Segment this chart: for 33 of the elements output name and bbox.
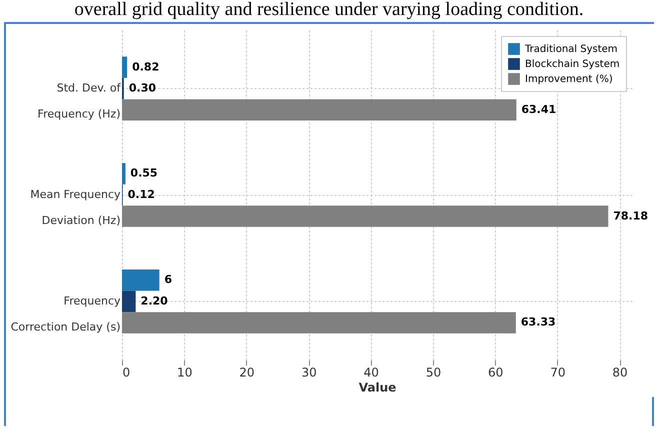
x-tick-label: 40 [364,366,379,380]
x-tick-label: 30 [301,366,317,380]
data-label: 2.20 [140,294,168,308]
x-tick-label: 70 [550,366,566,380]
y-tick-label: Mean Frequency Deviation (Hz) [30,188,121,227]
bar [122,163,126,184]
x-tick-label: 80 [612,366,628,380]
data-label: 0.30 [128,82,156,95]
x-tick-label: 20 [239,366,255,380]
data-label: 63.33 [520,316,556,329]
data-label: 78.18 [613,209,648,222]
data-label: 6 [164,273,172,286]
bar [122,290,136,312]
bar [122,99,516,120]
x-tick-label: 0 [122,366,130,380]
x-tick-label: 60 [488,366,504,380]
data-label: 63.41 [521,102,556,116]
y-tick-label: Frequency Correction Delay (s) [10,294,121,334]
y-tick-label: Std. Dev. of Frequency (Hz) [38,82,122,121]
data-label: 0.55 [130,166,158,180]
data-label: 0.82 [132,60,160,74]
x-tick-label: 50 [426,366,442,380]
legend-label: Traditional System [524,44,618,55]
bar [122,270,160,291]
x-axis-title: Value [358,380,396,394]
bar [122,206,608,227]
bar [122,312,516,334]
legend-label: Blockchain System [525,59,620,70]
bar [122,56,128,78]
data-label: 0.12 [128,188,155,201]
legend-label: Improvement (%) [525,74,613,85]
x-tick-label: 10 [177,366,192,380]
text: overall grid quality and resilience under varying loading condition. [73,0,585,20]
